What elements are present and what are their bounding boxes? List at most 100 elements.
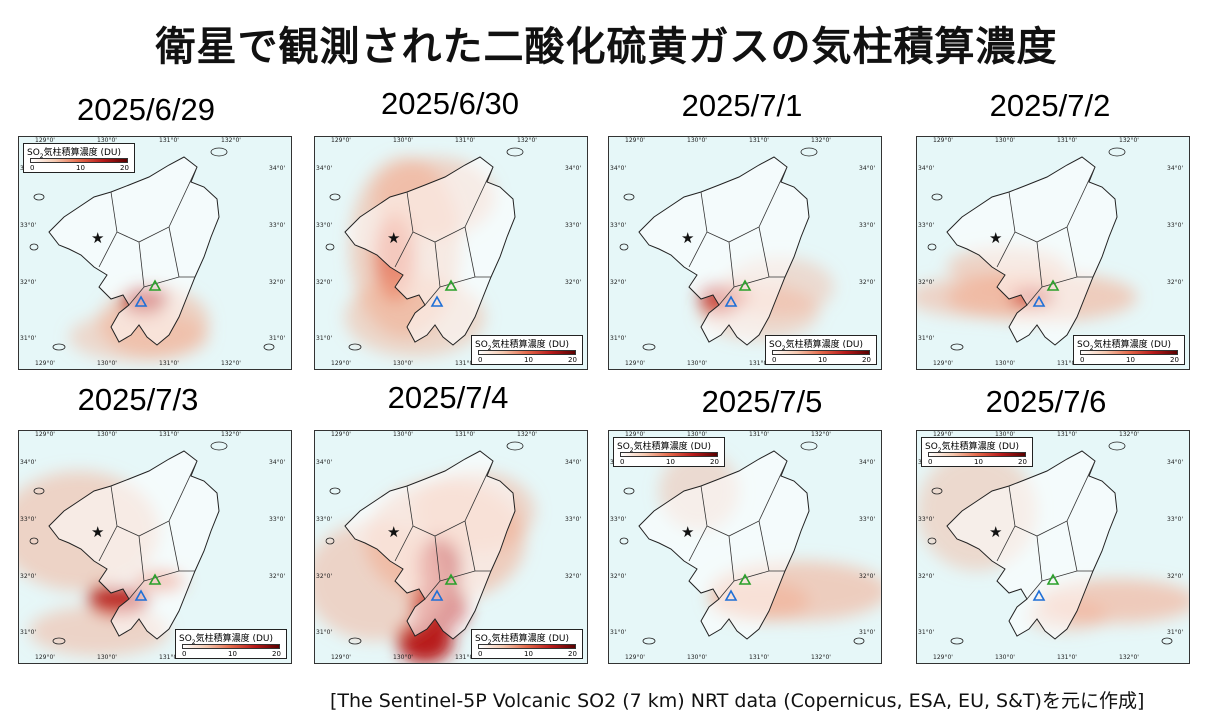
legend-title: SO2気柱積算濃度 (DU)	[475, 340, 570, 352]
lat-tick-right: 34°0'	[1167, 459, 1184, 466]
colorbar-legend: SO2気柱積算濃度 (DU) 0 10 20	[613, 437, 725, 467]
lat-tick-left: 32°0'	[610, 279, 627, 286]
lat-tick-right: 34°0'	[565, 459, 582, 466]
lat-tick-right: 34°0'	[269, 165, 286, 172]
lat-tick-left: 31°0'	[20, 629, 37, 636]
volcano-triangle-icon	[724, 589, 738, 601]
island	[329, 193, 341, 201]
colorbar	[182, 644, 280, 649]
lon-tick-bottom: 129°0'	[933, 360, 953, 367]
lon-tick-bottom: 131°0'	[159, 654, 179, 661]
legend-title: SO2気柱積算濃度 (DU)	[925, 442, 1020, 454]
lat-tick-left: 32°0'	[918, 279, 935, 286]
map-svg: ★	[19, 137, 291, 369]
island	[800, 441, 818, 451]
lat-tick-left: 33°0'	[918, 222, 935, 229]
island	[950, 637, 964, 645]
legend-title: SO2気柱積算濃度 (DU)	[179, 634, 274, 646]
colorbar-tick-label: 10	[76, 164, 85, 172]
prefecture-borders	[996, 460, 1096, 600]
volcano-triangle-icon	[1032, 295, 1046, 307]
map-svg: ★	[315, 431, 587, 663]
island	[348, 343, 362, 351]
colorbar-tick-label: 0	[928, 458, 933, 466]
volcano-triangle-icon	[1046, 573, 1060, 585]
prefecture-borders	[394, 460, 494, 600]
page-title: 衛星で観測された二酸化硫黄ガスの気柱積算濃度	[155, 24, 1058, 70]
colorbar-tick-label: 20	[272, 650, 281, 658]
lon-tick-bottom: 130°0'	[393, 654, 413, 661]
island	[506, 147, 524, 157]
volcano-triangle-icon	[1046, 279, 1060, 291]
star-icon: ★	[681, 523, 694, 541]
legend-title: SO2気柱積算濃度 (DU)	[769, 340, 864, 352]
volcano-triangle-icon	[148, 279, 162, 291]
lon-tick-top: 130°0'	[393, 137, 413, 144]
island	[931, 193, 943, 201]
legend-title: SO2気柱積算濃度 (DU)	[1077, 340, 1172, 352]
lat-tick-left: 33°0'	[316, 222, 333, 229]
lon-tick-top: 131°0'	[159, 431, 179, 438]
lat-tick-left: 32°0'	[610, 573, 627, 580]
panel-date: 2025/7/5	[701, 384, 823, 419]
lon-tick-top: 131°0'	[455, 431, 475, 438]
lon-tick-top: 129°0'	[35, 137, 55, 144]
lat-tick-left: 32°0'	[918, 573, 935, 580]
colorbar-tick-label: 10	[818, 356, 827, 364]
lon-tick-bottom: 131°0'	[1057, 360, 1077, 367]
island	[1161, 637, 1173, 645]
island	[210, 147, 228, 157]
legend-title: SO2気柱積算濃度 (DU)	[27, 148, 122, 160]
coastline	[638, 156, 810, 346]
lon-tick-top: 132°0'	[811, 431, 831, 438]
lon-tick-top: 131°0'	[455, 137, 475, 144]
colorbar	[928, 452, 1026, 457]
panel-date: 2025/7/3	[77, 382, 199, 417]
colorbar-legend: SO2気柱積算濃度 (DU) 0 10 20	[23, 143, 135, 173]
lon-tick-bottom: 129°0'	[331, 654, 351, 661]
lat-tick-left: 31°0'	[316, 335, 333, 342]
lon-tick-bottom: 129°0'	[331, 360, 351, 367]
star-icon: ★	[989, 523, 1002, 541]
lon-tick-top: 131°0'	[1057, 137, 1077, 144]
lon-tick-top: 131°0'	[1057, 431, 1077, 438]
lon-tick-top: 131°0'	[749, 431, 769, 438]
lon-tick-bottom: 129°0'	[35, 360, 55, 367]
colorbar-legend: SO2気柱積算濃度 (DU) 0 10 20	[175, 629, 287, 659]
lat-tick-left: 31°0'	[918, 629, 935, 636]
lon-tick-top: 132°0'	[221, 431, 241, 438]
lon-tick-top: 132°0'	[517, 431, 537, 438]
lon-tick-top: 130°0'	[97, 431, 117, 438]
lat-tick-left: 31°0'	[20, 335, 37, 342]
lon-tick-top: 130°0'	[393, 431, 413, 438]
lat-tick-left: 33°0'	[918, 516, 935, 523]
lat-tick-left: 32°0'	[316, 279, 333, 286]
lat-tick-right: 33°0'	[269, 222, 286, 229]
lon-tick-top: 129°0'	[933, 431, 953, 438]
lon-tick-top: 132°0'	[1119, 137, 1139, 144]
volcano-triangle-icon	[738, 279, 752, 291]
lat-tick-right: 32°0'	[1167, 573, 1184, 580]
island	[29, 537, 39, 545]
map-svg: ★	[19, 431, 291, 663]
colorbar-legend: SO2気柱積算濃度 (DU) 0 10 20	[471, 629, 583, 659]
island	[853, 637, 865, 645]
lon-tick-bottom: 131°0'	[1057, 654, 1077, 661]
lat-tick-right: 31°0'	[859, 629, 876, 636]
island	[642, 637, 656, 645]
lon-tick-top: 132°0'	[811, 137, 831, 144]
island	[325, 243, 335, 251]
volcano-triangle-icon	[444, 573, 458, 585]
panel-date: 2025/7/1	[681, 88, 803, 123]
lon-tick-bottom: 131°0'	[159, 360, 179, 367]
colorbar-tick-label: 10	[666, 458, 675, 466]
panel-date: 2025/7/6	[985, 384, 1107, 419]
lon-tick-bottom: 131°0'	[455, 360, 475, 367]
map-svg: ★	[609, 137, 881, 369]
so2-map-panel: ★ 129°0' 129°0' 130°0' 130°0' 131°0' 131°0' 132…	[916, 136, 1190, 370]
lat-tick-right: 33°0'	[859, 222, 876, 229]
lon-tick-top: 132°0'	[221, 137, 241, 144]
star-icon: ★	[387, 229, 400, 247]
lon-tick-top: 129°0'	[35, 431, 55, 438]
lat-tick-left: 31°0'	[610, 335, 627, 342]
